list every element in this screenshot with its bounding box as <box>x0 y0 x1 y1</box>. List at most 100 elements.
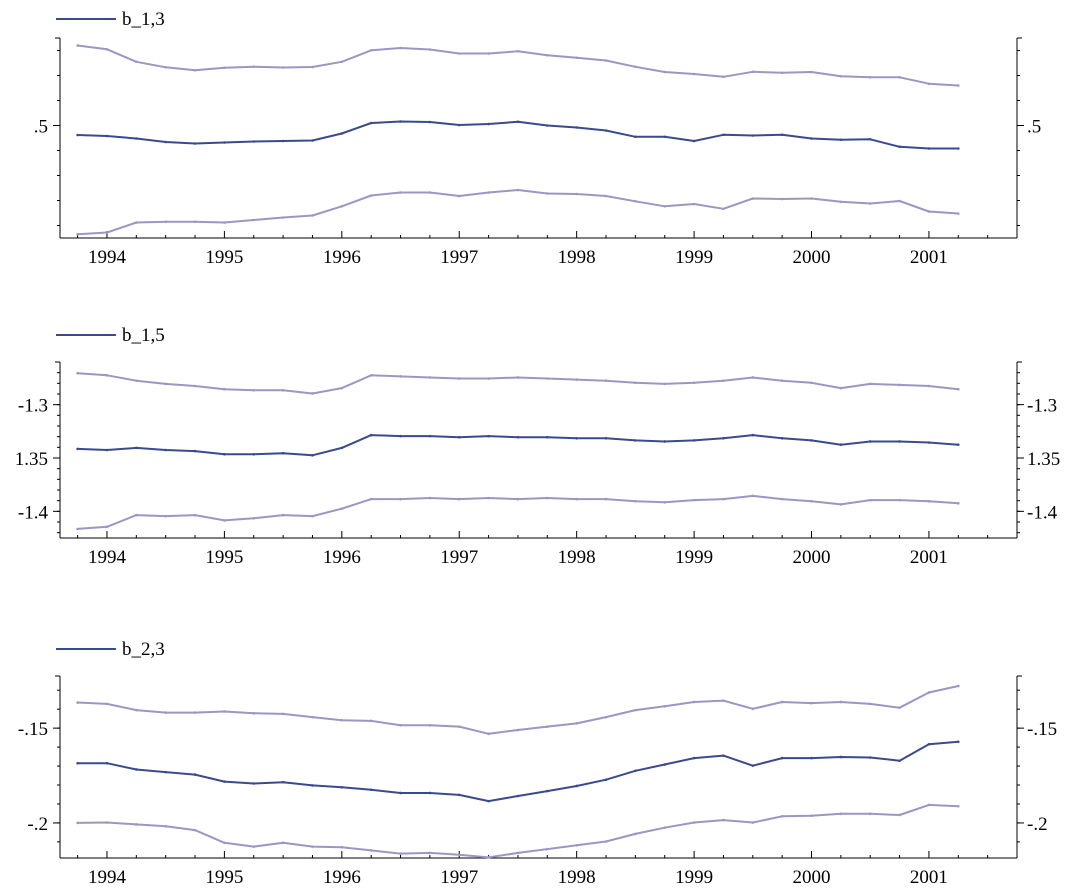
data-point-lower <box>311 214 314 217</box>
data-point-estimate <box>399 791 402 795</box>
data-point-upper <box>457 52 461 55</box>
data-point-upper <box>487 732 490 736</box>
data-point-upper <box>223 66 226 70</box>
data-point-upper <box>810 701 813 705</box>
y-tick-label-right: -.15 <box>1027 719 1057 740</box>
series-line-upper <box>77 685 959 735</box>
data-point-estimate <box>839 443 843 446</box>
data-point-upper <box>780 700 784 704</box>
legend-label: b_1,5 <box>122 325 165 346</box>
data-point-lower <box>76 232 79 236</box>
data-point-lower <box>193 828 197 832</box>
data-point-lower <box>634 832 637 836</box>
data-point-estimate <box>663 440 667 443</box>
series-line-estimate <box>77 120 959 150</box>
data-point-estimate <box>604 778 608 782</box>
series-line-lower <box>77 494 959 530</box>
data-point-lower <box>457 853 461 857</box>
data-point-estimate <box>810 137 813 140</box>
data-point-estimate <box>399 120 402 123</box>
data-point-upper <box>634 708 637 712</box>
data-point-lower <box>311 845 314 848</box>
data-point-estimate <box>839 138 843 142</box>
data-point-estimate <box>135 137 138 140</box>
x-tick-label: 1999 <box>675 867 713 888</box>
data-point-lower <box>76 527 79 531</box>
data-point-upper <box>751 376 755 379</box>
data-point-upper <box>604 715 608 719</box>
data-point-upper <box>223 387 226 391</box>
legend-label: b_2,3 <box>122 639 165 660</box>
data-point-lower <box>722 497 725 501</box>
data-point-estimate <box>76 761 79 765</box>
data-point-upper <box>193 384 197 388</box>
data-point-estimate <box>663 763 667 766</box>
x-tick-label: 2001 <box>910 547 948 568</box>
data-point-upper <box>810 70 813 74</box>
data-point-estimate <box>105 134 109 138</box>
data-point-estimate <box>927 441 931 444</box>
data-point-estimate <box>105 448 109 452</box>
data-point-estimate <box>252 452 256 456</box>
x-tick-label: 1997 <box>440 547 478 568</box>
data-point-estimate <box>692 439 696 442</box>
data-point-upper <box>164 382 167 386</box>
data-point-upper <box>311 392 314 395</box>
data-point-lower <box>135 221 138 224</box>
data-point-lower <box>193 220 197 224</box>
data-point-upper <box>428 723 432 727</box>
y-tick-label-right: -1.4 <box>1027 502 1058 523</box>
data-point-upper <box>252 712 256 715</box>
data-point-lower <box>839 200 843 204</box>
data-point-estimate <box>516 794 520 798</box>
y-tick-label: -.15 <box>18 719 48 740</box>
data-point-lower <box>575 497 578 501</box>
data-point-upper <box>634 65 637 69</box>
data-point-estimate <box>575 436 578 440</box>
data-point-estimate <box>399 434 402 438</box>
data-point-upper <box>193 711 197 714</box>
x-tick-label: 1998 <box>558 547 596 568</box>
data-point-upper <box>105 47 109 51</box>
series-line-lower <box>77 803 959 859</box>
data-point-lower <box>546 847 549 851</box>
data-point-estimate <box>193 773 197 776</box>
data-point-estimate <box>487 434 490 438</box>
data-point-lower <box>663 826 667 829</box>
data-point-lower <box>487 496 490 500</box>
data-point-lower <box>575 192 578 196</box>
data-point-upper <box>927 384 931 388</box>
data-point-upper <box>164 65 167 69</box>
data-point-upper <box>722 379 725 382</box>
data-point-lower <box>927 499 931 503</box>
x-tick-label: 1999 <box>675 547 713 568</box>
data-point-lower <box>193 513 197 517</box>
data-point-upper <box>839 700 843 704</box>
data-point-estimate <box>457 435 461 439</box>
data-point-lower <box>898 813 901 817</box>
data-point-estimate <box>927 147 931 150</box>
data-point-estimate <box>751 433 755 437</box>
data-point-upper <box>399 723 402 727</box>
data-point-upper <box>751 707 755 711</box>
data-point-upper <box>311 715 314 719</box>
data-point-estimate <box>604 436 608 440</box>
data-point-estimate <box>369 121 373 125</box>
data-point-estimate <box>428 791 432 795</box>
data-point-upper <box>105 702 109 706</box>
series-line-estimate <box>77 740 959 803</box>
data-point-estimate <box>135 446 138 450</box>
data-point-lower <box>487 856 490 859</box>
data-point-upper <box>868 382 872 386</box>
data-point-estimate <box>546 124 549 127</box>
data-point-lower <box>105 231 109 234</box>
x-tick-label: 1998 <box>558 867 596 888</box>
data-point-lower <box>252 218 256 222</box>
data-point-lower <box>868 498 872 502</box>
data-point-estimate <box>634 439 637 442</box>
data-point-estimate <box>223 141 226 144</box>
legend-label: b_1,3 <box>122 9 165 30</box>
data-point-estimate <box>193 142 197 145</box>
data-point-estimate <box>311 454 314 457</box>
data-point-upper <box>810 381 813 385</box>
